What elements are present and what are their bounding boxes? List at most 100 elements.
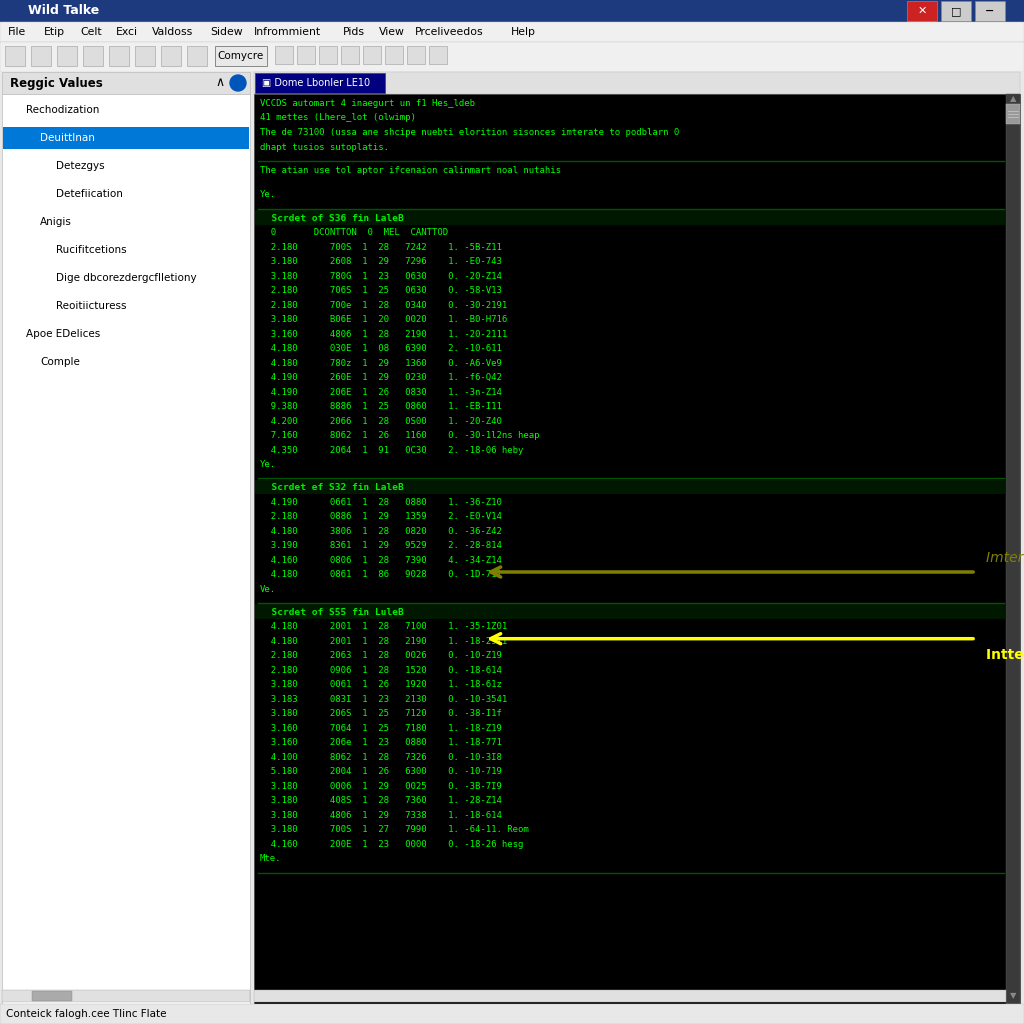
Text: View: View <box>379 27 404 37</box>
Text: 3.180      0006  1  29   0025    0. -3B-7I9: 3.180 0006 1 29 0025 0. -3B-7I9 <box>260 782 502 791</box>
Bar <box>254 72 1020 94</box>
Text: 5.180      2004  1  26   6300    0. -10-719: 5.180 2004 1 26 6300 0. -10-719 <box>260 767 502 776</box>
Text: 0       DCONTTON  0  MEL  CANTTOD: 0 DCONTTON 0 MEL CANTTOD <box>260 228 449 237</box>
Bar <box>0 0 1024 22</box>
Bar <box>941 1 971 22</box>
Text: Pids: Pids <box>342 27 365 37</box>
Text: 3.180      780G  1  23   0630    0. -20-Z14: 3.180 780G 1 23 0630 0. -20-Z14 <box>260 271 502 281</box>
Text: ✕: ✕ <box>918 6 927 16</box>
Text: 3.180      2608  1  29   7296    1. -E0-743: 3.180 2608 1 29 7296 1. -E0-743 <box>260 257 502 266</box>
Text: 4.350      2064  1  91   0C30    2. -18-06 heby: 4.350 2064 1 91 0C30 2. -18-06 heby <box>260 445 523 455</box>
Text: −: − <box>985 6 994 16</box>
Text: Sidew: Sidew <box>211 27 243 37</box>
Text: 2.180      700e  1  28   0340    0. -30-2191: 2.180 700e 1 28 0340 0. -30-2191 <box>260 301 507 309</box>
Text: 7.160      8062  1  26   1160    0. -30-1l2ns heap: 7.160 8062 1 26 1160 0. -30-1l2ns heap <box>260 431 540 440</box>
Text: 4.200      2066  1  28   0S00    1. -20-Z40: 4.200 2066 1 28 0S00 1. -20-Z40 <box>260 417 502 426</box>
Text: 3.180      408S  1  28   7360    1. -28-Z14: 3.180 408S 1 28 7360 1. -28-Z14 <box>260 797 502 806</box>
Bar <box>429 46 447 63</box>
Text: Scrdet of S36 fin LaleB: Scrdet of S36 fin LaleB <box>260 214 403 222</box>
Text: 4.100      8062  1  28   7326    0. -10-3I8: 4.100 8062 1 28 7326 0. -10-3I8 <box>260 753 502 762</box>
Bar <box>255 210 1005 224</box>
Text: Dige dbcorezdergcflletiony: Dige dbcorezdergcflletiony <box>56 273 197 283</box>
Text: 4.190      206E  1  26   0830    1. -3n-Z14: 4.190 206E 1 26 0830 1. -3n-Z14 <box>260 387 502 396</box>
Text: Infrommient: Infrommient <box>254 27 322 37</box>
Text: Help: Help <box>511 27 536 37</box>
Bar <box>215 46 267 66</box>
Text: 4.190      260E  1  29   0230    1. -f6-Q42: 4.190 260E 1 29 0230 1. -f6-Q42 <box>260 373 502 382</box>
Text: 3.180      B06E  1  20   0020    1. -B0-H716: 3.180 B06E 1 20 0020 1. -B0-H716 <box>260 315 507 324</box>
Text: Reoitiicturess: Reoitiicturess <box>56 301 127 311</box>
Bar <box>975 1 1005 22</box>
Text: 3.180      0061  1  26   1920    1. -18-61z: 3.180 0061 1 26 1920 1. -18-61z <box>260 681 502 689</box>
Bar <box>57 46 77 66</box>
Bar <box>254 94 1020 1004</box>
Text: Anigis: Anigis <box>40 217 72 227</box>
Text: Detezgys: Detezgys <box>56 161 104 171</box>
Bar <box>407 46 425 63</box>
Text: Prceliveedos: Prceliveedos <box>415 27 483 37</box>
Bar <box>255 480 1005 495</box>
Text: Scrdet ef S32 fin LaleB: Scrdet ef S32 fin LaleB <box>260 483 403 493</box>
Bar <box>255 604 1005 618</box>
Text: ∧: ∧ <box>215 77 224 89</box>
Text: The de 73100 (ussa ane shcipe nuebti elorition sisonces imterate to podblarn 0: The de 73100 (ussa ane shcipe nuebti elo… <box>260 128 679 137</box>
Bar <box>83 46 103 66</box>
Text: 2.180      2063  1  28   0026    0. -10-Z19: 2.180 2063 1 28 0026 0. -10-Z19 <box>260 651 502 660</box>
Bar <box>187 46 207 66</box>
Text: 3.190      8361  1  29   9529    2. -28-814: 3.190 8361 1 29 9529 2. -28-814 <box>260 542 502 550</box>
Bar <box>31 46 51 66</box>
Text: 3.160      7064  1  25   7180    1. -18-Z19: 3.160 7064 1 25 7180 1. -18-Z19 <box>260 724 502 733</box>
Text: 4.180      2001  1  28   7100    1. -35-1Z01: 4.180 2001 1 28 7100 1. -35-1Z01 <box>260 623 507 632</box>
Text: File: File <box>8 27 27 37</box>
Text: Detefiication: Detefiication <box>56 189 123 199</box>
Text: □: □ <box>950 6 962 16</box>
Text: 2.180      0886  1  29   1359    2. -E0-V14: 2.180 0886 1 29 1359 2. -E0-V14 <box>260 512 502 521</box>
Text: dhapt tusios sutoplatis.: dhapt tusios sutoplatis. <box>260 142 389 152</box>
Text: Valdoss: Valdoss <box>152 27 194 37</box>
Text: 3.180      700S  1  27   7990    1. -64-11. Reom: 3.180 700S 1 27 7990 1. -64-11. Reom <box>260 825 528 835</box>
Text: VCCDS automart 4 inaegurt un f1 Hes_ldeb: VCCDS automart 4 inaegurt un f1 Hes_ldeb <box>260 99 475 108</box>
Text: Ve.: Ve. <box>260 585 276 594</box>
Bar <box>254 990 1006 1002</box>
Text: Deuittlnan: Deuittlnan <box>40 133 95 143</box>
Text: Rechodization: Rechodization <box>26 105 99 115</box>
Text: 4.190      0661  1  28   0880    1. -36-Z10: 4.190 0661 1 28 0880 1. -36-Z10 <box>260 498 502 507</box>
Text: 41 mettes (Lhere_lot (olwimp): 41 mettes (Lhere_lot (olwimp) <box>260 114 416 123</box>
Text: Celt: Celt <box>80 27 101 37</box>
Bar <box>275 46 293 63</box>
Text: 4.180      2001  1  28   2190    1. -18-2911: 4.180 2001 1 28 2190 1. -18-2911 <box>260 637 507 646</box>
Bar <box>2 72 250 94</box>
Text: Rucifitcetions: Rucifitcetions <box>56 245 127 255</box>
Bar <box>135 46 155 66</box>
Bar <box>1006 94 1020 1004</box>
Text: ▼: ▼ <box>1010 991 1016 1000</box>
Bar <box>297 46 315 63</box>
Text: 4.160      0806  1  28   7390    4. -34-Z14: 4.160 0806 1 28 7390 4. -34-Z14 <box>260 556 502 565</box>
Text: 4.180      030E  1  08   6390    2. -10-611: 4.180 030E 1 08 6390 2. -10-611 <box>260 344 502 353</box>
Text: Intterlend on Flige: Intterlend on Flige <box>986 648 1024 662</box>
Bar <box>2 94 250 1004</box>
Bar <box>362 46 381 63</box>
Bar <box>0 42 1024 72</box>
Text: 2.180      706S  1  25   0630    0. -58-V13: 2.180 706S 1 25 0630 0. -58-V13 <box>260 286 502 295</box>
Text: Scrdet of S55 fin LuleB: Scrdet of S55 fin LuleB <box>260 608 403 616</box>
Text: Conteick falogh.cee Tlinc Flate: Conteick falogh.cee Tlinc Flate <box>6 1009 167 1019</box>
Text: ▲: ▲ <box>1010 94 1016 103</box>
Text: Apoe EDelices: Apoe EDelices <box>26 329 100 339</box>
Bar <box>5 46 25 66</box>
Bar <box>3 127 249 150</box>
Text: 2.180      700S  1  28   7242    1. -5B-Z11: 2.180 700S 1 28 7242 1. -5B-Z11 <box>260 243 502 252</box>
Text: 4.180      3806  1  28   0820    0. -36-Z42: 4.180 3806 1 28 0820 0. -36-Z42 <box>260 526 502 536</box>
Text: Wild Talke: Wild Talke <box>28 4 99 17</box>
Bar <box>161 46 181 66</box>
Text: Ye.: Ye. <box>260 190 276 200</box>
Text: 3.160      4806  1  28   2190    1. -20-2111: 3.160 4806 1 28 2190 1. -20-2111 <box>260 330 507 339</box>
Text: 3.180      4806  1  29   7338    1. -18-614: 3.180 4806 1 29 7338 1. -18-614 <box>260 811 502 820</box>
Text: Mte.: Mte. <box>260 854 282 863</box>
Bar <box>385 46 403 63</box>
Bar <box>907 1 937 22</box>
Text: Etip: Etip <box>44 27 66 37</box>
Circle shape <box>230 75 246 91</box>
Text: The atian use tol aptor ifcenaion calinmart noal nutahis: The atian use tol aptor ifcenaion calinm… <box>260 166 561 175</box>
Bar <box>341 46 359 63</box>
